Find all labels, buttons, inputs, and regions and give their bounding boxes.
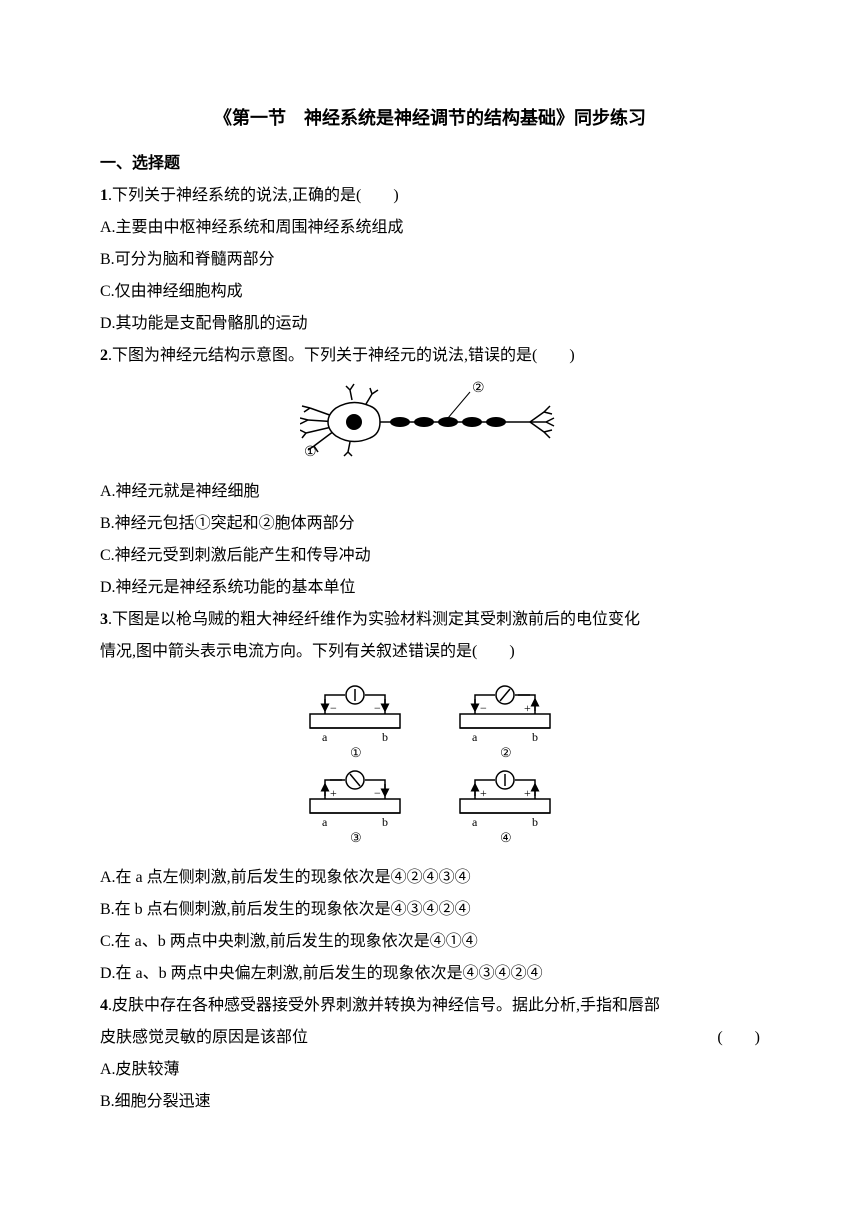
svg-text:③: ③ (350, 830, 362, 844)
q4-num: 4 (100, 997, 108, 1014)
question-4: 4.皮肤中存在各种感受器接受外界刺激并转换为神经信号。据此分析,手指和唇部 皮肤… (100, 990, 760, 1118)
section-header: 一、选择题 (100, 148, 760, 180)
svg-text:−: − (374, 701, 381, 715)
svg-text:−: − (330, 701, 337, 715)
svg-text:+: + (524, 786, 531, 800)
q3-opt-d: D.在 a、b 两点中央偏左刺激,前后发生的现象依次是④③④②④ (100, 958, 760, 990)
svg-text:a: a (472, 730, 478, 744)
q1-opt-c: C.仅由神经细胞构成 (100, 276, 760, 308)
svg-text:a: a (322, 730, 328, 744)
circuit-diagrams: − − a b ① − + a b (280, 674, 580, 844)
q1-num: 1 (100, 187, 108, 204)
neuron-diagram: ② ① (300, 378, 560, 458)
svg-text:+: + (330, 786, 337, 800)
q4-text1: .皮肤中存在各种感受器接受外界刺激并转换为神经信号。据此分析,手指和唇部 (108, 997, 660, 1014)
svg-text:b: b (382, 815, 388, 829)
svg-text:+: + (480, 786, 487, 800)
q3-opt-c: C.在 a、b 两点中央刺激,前后发生的现象依次是④①④ (100, 926, 760, 958)
q2-num: 2 (100, 347, 108, 364)
q3-num: 3 (100, 611, 108, 628)
svg-text:−: − (480, 701, 487, 715)
q2-opt-d: D.神经元是神经系统功能的基本单位 (100, 572, 760, 604)
q3-text1: .下图是以枪乌贼的粗大神经纤维作为实验材料测定其受刺激前后的电位变化 (108, 611, 640, 628)
q2-label-1: ① (304, 445, 317, 458)
q3-opt-b: B.在 b 点右侧刺激,前后发生的现象依次是④③④②④ (100, 894, 760, 926)
q4-opt-b: B.细胞分裂迅速 (100, 1086, 760, 1118)
q2-opt-c: C.神经元受到刺激后能产生和传导冲动 (100, 540, 760, 572)
question-3: 3.下图是以枪乌贼的粗大神经纤维作为实验材料测定其受刺激前后的电位变化 情况,图… (100, 604, 760, 990)
svg-text:④: ④ (500, 830, 512, 844)
q1-opt-d: D.其功能是支配骨骼肌的运动 (100, 308, 760, 340)
q2-figure: ② ① (100, 378, 760, 470)
q2-label-2: ② (472, 381, 485, 396)
svg-text:a: a (472, 815, 478, 829)
q4-text2: 皮肤感觉灵敏的原因是该部位 (100, 1029, 308, 1046)
q4-paren: ( ) (717, 1022, 760, 1054)
q3-figure: − − a b ① − + a b (100, 674, 760, 856)
q2-opt-a: A.神经元就是神经细胞 (100, 476, 760, 508)
svg-text:b: b (382, 730, 388, 744)
svg-text:②: ② (500, 745, 512, 760)
q1-opt-a: A.主要由中枢神经系统和周围神经系统组成 (100, 212, 760, 244)
q4-opt-a: A.皮肤较薄 (100, 1054, 760, 1086)
question-2: 2.下图为神经元结构示意图。下列关于神经元的说法,错误的是( ) (100, 340, 760, 604)
q2-text: .下图为神经元结构示意图。下列关于神经元的说法,错误的是( ) (108, 347, 575, 364)
svg-text:−: − (374, 786, 381, 800)
svg-text:b: b (532, 730, 538, 744)
svg-text:①: ① (350, 745, 362, 760)
svg-text:a: a (322, 815, 328, 829)
q3-opt-a: A.在 a 点左侧刺激,前后发生的现象依次是④②④③④ (100, 862, 760, 894)
svg-text:+: + (524, 701, 531, 715)
q3-text2: 情况,图中箭头表示电流方向。下列有关叙述错误的是( ) (100, 636, 760, 668)
q1-opt-b: B.可分为脑和脊髓两部分 (100, 244, 760, 276)
q2-opt-b: B.神经元包括①突起和②胞体两部分 (100, 508, 760, 540)
q1-text: .下列关于神经系统的说法,正确的是( ) (108, 187, 399, 204)
question-1: 1.下列关于神经系统的说法,正确的是( ) A.主要由中枢神经系统和周围神经系统… (100, 180, 760, 340)
svg-text:b: b (532, 815, 538, 829)
page-title: 《第一节 神经系统是神经调节的结构基础》同步练习 (100, 100, 760, 136)
